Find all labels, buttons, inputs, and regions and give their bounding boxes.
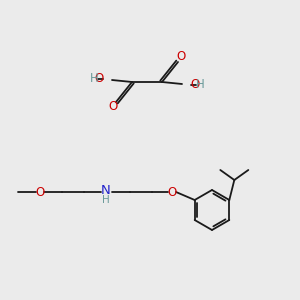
Text: O: O	[167, 185, 177, 199]
Text: N: N	[101, 184, 111, 197]
Text: H: H	[102, 195, 110, 205]
Text: O: O	[190, 79, 199, 92]
Text: O: O	[35, 185, 45, 199]
Text: O: O	[108, 100, 118, 113]
Text: H: H	[196, 79, 204, 92]
Text: O: O	[95, 73, 104, 85]
Text: O: O	[176, 50, 186, 64]
Text: H: H	[90, 73, 98, 85]
